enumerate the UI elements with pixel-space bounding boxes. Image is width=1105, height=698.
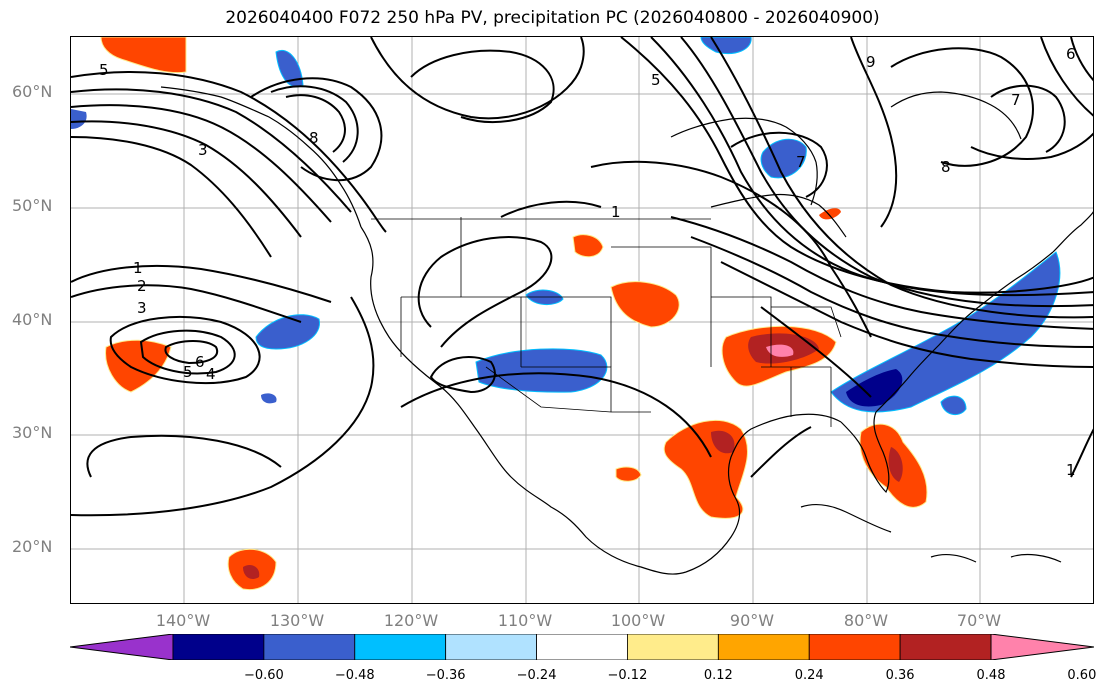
precip-region-gulf: [663, 419, 748, 519]
lon-label-140w: 140°W: [155, 611, 211, 630]
colorbar-tick-label: 0.36: [885, 668, 915, 683]
contour-label: 1: [1066, 461, 1076, 479]
precip-region-hudson: [760, 138, 807, 179]
colorbar-segment: [536, 634, 628, 660]
colorbar-tick-label: −0.48: [334, 668, 375, 683]
precip-region-lakes: [819, 208, 841, 220]
contour-label: 1: [133, 259, 143, 277]
contour-label: 8: [941, 158, 951, 176]
precip-region-west-edge: [71, 109, 87, 129]
lon-label-80w: 80°W: [843, 611, 889, 630]
lon-label-90w: 90°W: [729, 611, 775, 630]
precip-region-pacific-west: [105, 339, 172, 393]
precip-region-north-top: [700, 37, 752, 54]
colorbar: [70, 634, 1094, 660]
contour-label: 8: [309, 129, 319, 147]
precip-region-mexico-pacific-core: [243, 565, 260, 579]
colorbar-segment: [354, 634, 447, 660]
colorbar-segment: [899, 634, 992, 660]
colorbar-tick-label: 0.60: [1067, 668, 1097, 683]
lon-label-100w: 100°W: [610, 611, 666, 630]
contour-labels: 5 3 8 1 2 3 6 5 4 5 9 7 8 6 7 1 1: [99, 45, 1076, 479]
precip-region-alaska: [275, 49, 304, 88]
lat-label-20n: 20°N: [12, 537, 53, 556]
contour-label: 5: [99, 61, 109, 79]
map-panel: 5 3 8 1 2 3 6 5 4 5 9 7 8 6 7 1 1: [70, 36, 1094, 604]
precip-region-mid-ms-pink: [766, 344, 794, 357]
lon-label-130w: 130°W: [269, 611, 325, 630]
colorbar-segment: [627, 634, 719, 660]
gridlines: [71, 37, 1093, 603]
map-title: 2026040400 F072 250 hPa PV, precipitatio…: [225, 8, 880, 28]
precip-region-top-left: [100, 37, 187, 74]
coastlines: [160, 86, 1093, 575]
colorbar-tick-label: −0.24: [516, 668, 557, 683]
colorbar-tick-label: 0.48: [976, 668, 1006, 683]
precip-region-pacific-40n: [255, 314, 320, 350]
lat-label-30n: 30°N: [12, 423, 53, 442]
colorbar-segment: [808, 634, 901, 660]
lat-label-40n: 40°N: [12, 310, 53, 329]
colorbar-tick-label: −0.36: [425, 668, 466, 683]
colorbar-tick-label: 0.12: [703, 668, 733, 683]
precip-region-atlantic: [940, 395, 967, 416]
lon-label-120w: 120°W: [383, 611, 439, 630]
colorbar-segments: [70, 634, 1094, 660]
contour-label: 7: [796, 153, 806, 171]
precip-region-nebraska: [572, 234, 604, 258]
colorbar-tick-label: −0.12: [607, 668, 648, 683]
contour-label: 6: [195, 353, 205, 371]
colorbar-extend-high: [990, 634, 1094, 660]
pv-contours: [71, 37, 1093, 517]
contour-label: 3: [198, 141, 208, 159]
lon-label-70w: 70°W: [956, 611, 1002, 630]
colorbar-tick-label: 0.24: [794, 668, 824, 683]
colorbar-segment: [172, 634, 265, 660]
precip-region-kansas: [610, 281, 680, 328]
contour-label: 5: [183, 363, 193, 381]
precipitation-shading: [71, 37, 1061, 591]
colorbar-extend-low: [70, 634, 174, 660]
contour-label: 4: [206, 365, 216, 383]
colorbar-segment: [717, 634, 810, 660]
contour-label: 5: [651, 71, 661, 89]
precip-region-se-us-core: [846, 369, 903, 407]
lat-label-50n: 50°N: [12, 196, 53, 215]
colorbar-segment: [445, 634, 537, 660]
borders: [371, 217, 842, 427]
lat-label-60n: 60°N: [12, 82, 53, 101]
colorbar-tick-label: −0.60: [243, 668, 284, 683]
contour-label: 2: [137, 277, 147, 295]
contour-label: 3: [137, 299, 147, 317]
colorbar-segment: [263, 634, 356, 660]
precip-region-florida-core: [888, 447, 903, 482]
lon-label-110w: 110°W: [497, 611, 553, 630]
precip-region-sw-us: [475, 348, 608, 393]
precip-region-gulf-core: [711, 430, 735, 454]
contour-label: 7: [1011, 91, 1021, 109]
precip-region-mexico-north: [615, 466, 642, 482]
contour-label: 1: [611, 203, 621, 221]
contour-label: 9: [866, 53, 876, 71]
contour-label: 6: [1066, 45, 1076, 63]
precip-region-pacific-small: [261, 393, 277, 404]
